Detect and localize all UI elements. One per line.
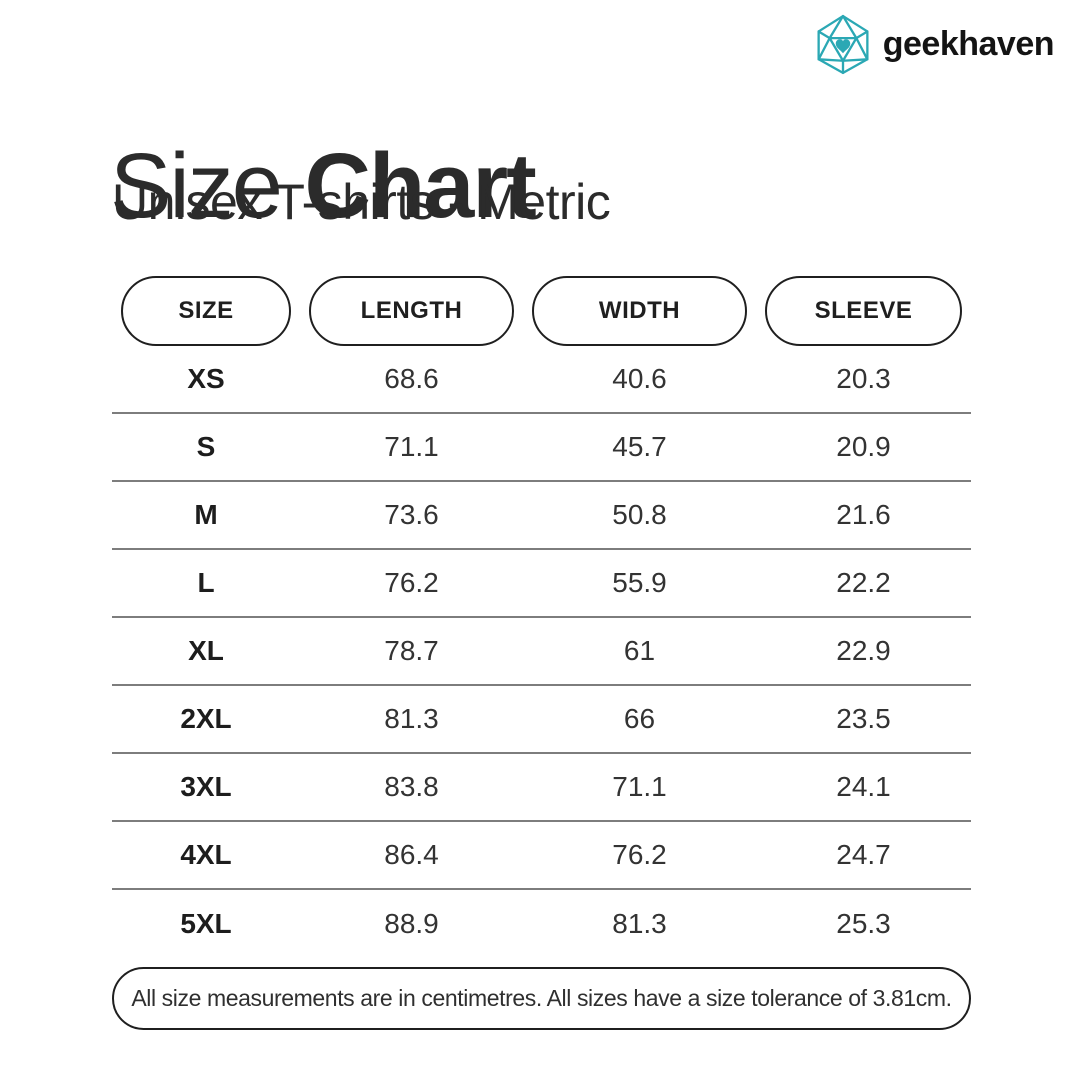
cell-size: 4XL [180, 839, 232, 870]
cell-sleeve: 20.3 [836, 363, 891, 394]
cell-length: 78.7 [384, 635, 439, 666]
cell-size: L [197, 567, 215, 598]
cell-length: 88.9 [384, 908, 439, 939]
page-title-light: Size [110, 134, 283, 237]
brand-logo: geekhaven [814, 14, 1055, 75]
cell-length: 71.1 [384, 431, 439, 462]
cell-width: 66 [623, 703, 656, 734]
cell-width: 76.2 [612, 839, 667, 870]
cell-sleeve: 22.2 [836, 567, 891, 598]
cell-size: 5XL [180, 908, 232, 939]
cell-length: 76.2 [384, 567, 439, 598]
column-header-sleeve: SLEEVE [765, 276, 962, 346]
cell-size: 2XL [180, 703, 232, 734]
cell-length: 86.4 [384, 839, 439, 870]
d20-heart-icon [814, 14, 872, 75]
table-row: XL 78.7 61 22.9 [112, 618, 971, 686]
cell-sleeve: 24.1 [836, 771, 891, 802]
table-row: 2XL 81.3 66 23.5 [112, 686, 971, 754]
column-header-width: WIDTH [532, 276, 747, 346]
cell-sleeve: 20.9 [836, 431, 891, 462]
cell-width: 81.3 [612, 908, 667, 939]
table-row: M 73.6 50.8 21.6 [112, 482, 971, 550]
brand-name: geekhaven [882, 25, 1055, 63]
table-row: 5XL 88.9 81.3 25.3 [112, 890, 971, 958]
cell-sleeve: 21.6 [836, 499, 891, 530]
cell-sleeve: 24.7 [836, 839, 891, 870]
column-header-size: SIZE [121, 276, 291, 346]
column-header-length: LENGTH [309, 276, 514, 346]
cell-sleeve: 23.5 [836, 703, 891, 734]
page-title: Size Chart [110, 140, 537, 232]
cell-length: 81.3 [384, 703, 439, 734]
cell-length: 68.6 [384, 363, 439, 394]
cell-length: 73.6 [384, 499, 439, 530]
cell-size: XL [188, 635, 224, 666]
cell-width: 55.9 [612, 567, 667, 598]
size-table: SIZE LENGTH WIDTH SLEEVE XS 68.6 40.6 20… [112, 276, 971, 958]
cell-width: 71.1 [612, 771, 667, 802]
table-row: S 71.1 45.7 20.9 [112, 414, 971, 482]
cell-width: 50.8 [612, 499, 667, 530]
table-row: XS 68.6 40.6 20.3 [112, 346, 971, 414]
page-subtitle: Unisex T-shirts - Metric [112, 174, 611, 230]
footnote-text: All size measurements are in centimetres… [131, 985, 952, 1011]
cell-width: 61 [623, 635, 656, 666]
cell-size: 3XL [180, 771, 232, 802]
table-row: 4XL 86.4 76.2 24.7 [112, 822, 971, 890]
cell-length: 83.8 [384, 771, 439, 802]
cell-sleeve: 22.9 [836, 635, 891, 666]
table-header-row: SIZE LENGTH WIDTH SLEEVE [112, 276, 971, 346]
table-row: 3XL 83.8 71.1 24.1 [112, 754, 971, 822]
cell-size: XS [187, 363, 225, 394]
table-row: L 76.2 55.9 22.2 [112, 550, 971, 618]
table-body: XS 68.6 40.6 20.3 S 71.1 45.7 20.9 M 73.… [112, 346, 971, 958]
cell-width: 40.6 [612, 363, 667, 394]
page-title-bold: Chart [304, 134, 537, 237]
footnote-pill: All size measurements are in centimetres… [112, 967, 971, 1030]
cell-width: 45.7 [612, 431, 667, 462]
cell-size: S [196, 431, 216, 462]
cell-sleeve: 25.3 [836, 908, 891, 939]
cell-size: M [194, 499, 218, 530]
